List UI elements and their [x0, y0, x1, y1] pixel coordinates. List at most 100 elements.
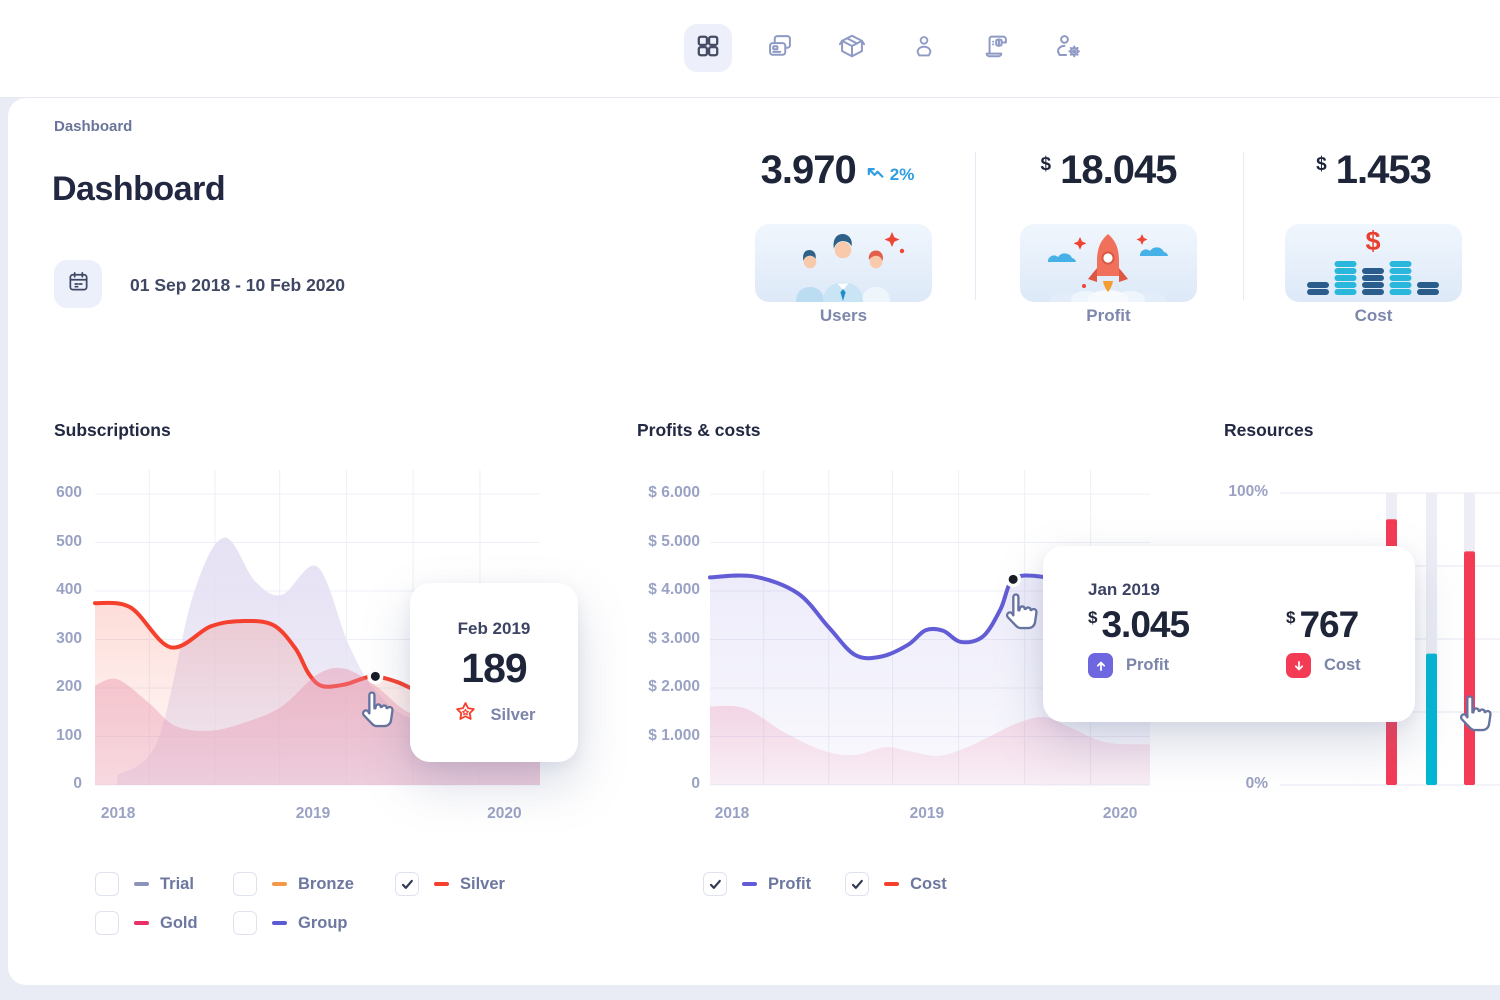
cost-down-arrow-icon	[1286, 653, 1311, 678]
svg-text:$: $	[1365, 226, 1380, 256]
tooltip-cost-tag: Cost	[1286, 653, 1361, 678]
nav-dashboard-button[interactable]	[684, 24, 732, 72]
legend-swatch	[884, 881, 900, 887]
tooltip-profit-tag: Profit	[1088, 653, 1286, 678]
y-tick-label: 300	[56, 629, 82, 647]
calendar-icon	[67, 270, 90, 298]
y-tick-label: $ 1.000	[648, 726, 700, 744]
cost-currency: $	[1316, 153, 1327, 175]
tooltip-profit-value: 3.045	[1101, 604, 1190, 645]
cost-currency: $	[1286, 608, 1296, 627]
legend-checkbox-profit[interactable]	[703, 872, 727, 896]
cost-coins-illustration: $	[1285, 224, 1462, 302]
nav-cards-button[interactable]	[756, 24, 804, 72]
legend-item-trial[interactable]: Trial	[95, 872, 233, 896]
legend-checkbox-trial[interactable]	[95, 872, 119, 896]
y-tick-label: 0	[691, 775, 700, 792]
legend-checkbox-group[interactable]	[233, 911, 257, 935]
stats-divider-2	[1243, 152, 1244, 300]
legend-label: Bronze	[298, 874, 354, 893]
subscriptions-tooltip: Feb 2019 189 Silver	[410, 583, 578, 762]
subscriptions-chart-title: Subscriptions	[54, 420, 171, 440]
y-tick-label: 100%	[1228, 483, 1268, 500]
y-tick-label: $ 3.000	[648, 629, 700, 647]
x-tick-label: 2019	[295, 805, 331, 822]
x-tick-label: 2018	[714, 805, 750, 822]
legend-item-gold[interactable]: Gold	[95, 911, 233, 935]
users-trend-value: 2%	[889, 164, 915, 184]
profits-chart-title: Profits & costs	[637, 420, 761, 440]
x-tick-label: 2019	[909, 805, 945, 822]
tooltip-cost-label: Cost	[1324, 656, 1361, 674]
stats-divider	[975, 152, 976, 300]
y-tick-label: $ 4.000	[648, 581, 700, 598]
y-tick-label: 200	[56, 678, 82, 695]
resource-bar[interactable]	[1464, 551, 1475, 785]
legend-swatch	[742, 881, 757, 887]
subscriptions-y-axis: 600 500 400 300 200 100 0	[28, 470, 82, 792]
legend-swatch	[434, 881, 449, 887]
legend-checkbox-cost[interactable]	[845, 872, 870, 896]
legend-label: Gold	[160, 913, 198, 932]
legend-item-cost[interactable]: Cost	[845, 872, 947, 896]
tooltip-date: Feb 2019	[457, 619, 531, 638]
invoice-icon	[982, 32, 1010, 65]
y-tick-label: 100	[56, 726, 82, 744]
top-navigation-bar	[0, 0, 1500, 98]
tooltip-cost-value: 767	[1299, 604, 1359, 645]
y-tick-label: 600	[56, 484, 82, 501]
profit-stat-label: Profit	[1086, 306, 1131, 325]
resource-bar[interactable]	[1426, 653, 1437, 785]
legend-swatch	[134, 881, 149, 887]
subscriptions-legend: Trial Bronze Silver Gold Group	[95, 872, 505, 935]
users-illustration	[755, 224, 932, 302]
users-trend: 2%	[865, 164, 915, 185]
tooltip-date: Jan 2019	[1088, 580, 1160, 599]
users-stat-value: 3.970	[760, 148, 857, 192]
date-range-picker-button[interactable]	[54, 260, 102, 308]
chart-marker[interactable]	[1005, 571, 1022, 588]
legend-checkbox-gold[interactable]	[95, 911, 119, 935]
cost-stat-value-row: $ 1.453	[1285, 148, 1462, 193]
date-range-value: 01 Sep 2018 - 10 Feb 2020	[130, 275, 345, 295]
legend-label: Trial	[160, 874, 194, 893]
legend-checkbox-silver[interactable]	[395, 872, 419, 896]
profit-stat-value-row: $ 18.045	[1020, 148, 1197, 193]
x-tick-label: 2020	[1102, 805, 1138, 822]
chart-marker[interactable]	[367, 668, 384, 685]
legend-checkbox-bronze[interactable]	[233, 872, 257, 896]
tooltip-profit-col: $3.045 Profit	[1088, 604, 1286, 678]
legend-item-bronze[interactable]: Bronze	[233, 872, 395, 896]
tooltip-cost-value-row: $767	[1286, 604, 1361, 646]
tooltip-series-name: Silver	[490, 705, 536, 724]
legend-label: Profit	[768, 874, 812, 893]
tooltip-profit-value-row: $3.045	[1088, 604, 1286, 646]
users-stat-value-row: 3.970 2%	[749, 148, 926, 193]
y-tick-label: $ 2.000	[648, 678, 700, 695]
nav-users-button[interactable]	[900, 24, 948, 72]
x-tick-label: 2020	[487, 805, 522, 822]
y-tick-label: 400	[56, 581, 82, 598]
resources-chart-title: Resources	[1224, 420, 1314, 440]
profit-rocket-illustration	[1020, 224, 1197, 302]
users-stat-label: Users	[819, 306, 868, 325]
tooltip-series-row: Silver	[410, 700, 578, 730]
legend-swatch	[272, 920, 287, 926]
breadcrumb[interactable]: Dashboard	[54, 118, 133, 135]
profit-stat-value: 18.045	[1060, 148, 1177, 192]
nav-account-settings-button[interactable]	[1044, 24, 1092, 72]
user-settings-icon	[1054, 32, 1082, 65]
y-tick-label: 0%	[1245, 775, 1268, 792]
cost-stat-value: 1.453	[1335, 148, 1432, 192]
page-title: Dashboard	[52, 170, 226, 208]
legend-item-group[interactable]: Group	[233, 911, 395, 935]
legend-item-profit[interactable]: Profit	[703, 872, 811, 896]
legend-item-silver[interactable]: Silver	[395, 872, 505, 896]
nav-products-button[interactable]	[828, 24, 876, 72]
nav-invoices-button[interactable]	[972, 24, 1020, 72]
profit-currency: $	[1088, 608, 1098, 627]
y-tick-label: $ 6.000	[648, 484, 700, 501]
legend-swatch	[272, 881, 287, 887]
tooltip-values-row: $3.045 Profit $767 Cost	[1088, 604, 1415, 678]
